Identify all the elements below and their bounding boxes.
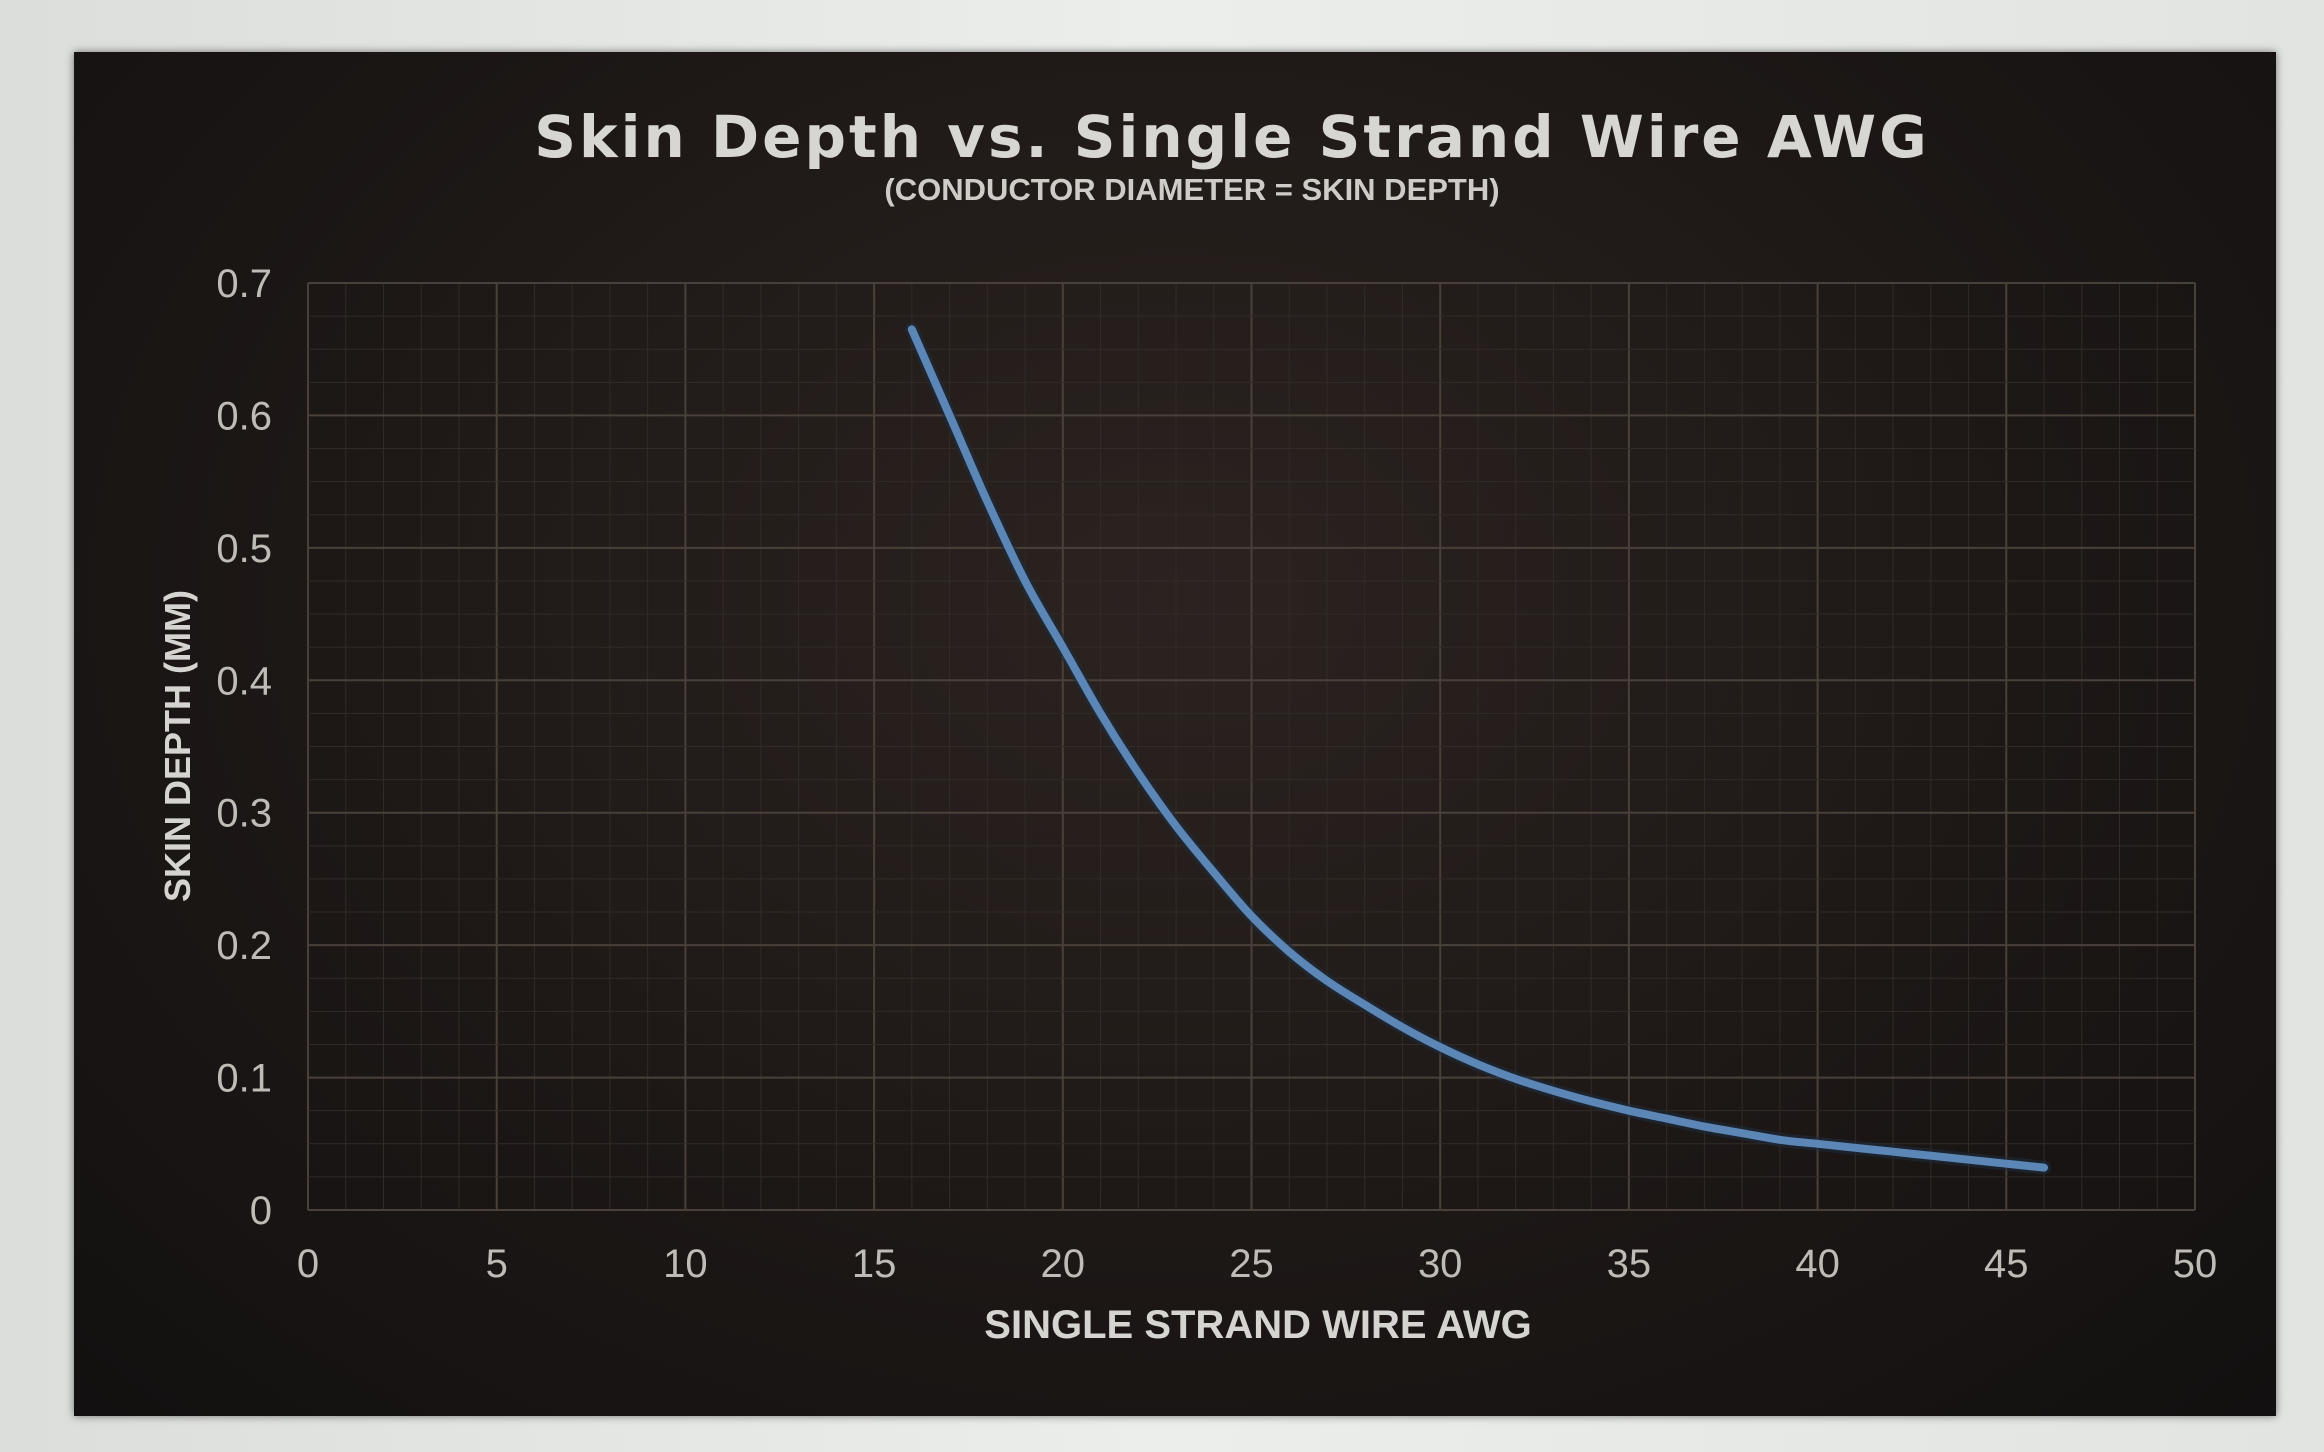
- series-line: [907, 325, 2048, 1172]
- y-tick-label: 0.5: [216, 527, 272, 571]
- y-tick-label: 0.2: [216, 924, 272, 968]
- x-tick-label: 10: [663, 1242, 708, 1286]
- y-tick-label: 0.3: [216, 792, 272, 836]
- x-tick-label: 40: [1795, 1242, 1840, 1286]
- x-tick-label: 15: [852, 1242, 897, 1286]
- x-tick-label: 20: [1041, 1242, 1086, 1286]
- x-tick-label: 35: [1607, 1242, 1652, 1286]
- y-tick-label: 0.6: [216, 394, 272, 438]
- y-tick-label: 0.4: [216, 659, 272, 703]
- x-tick-label: 5: [486, 1242, 508, 1286]
- tick-labels: 0 5 10 15 20 25 30 35 40 45 50 0 0.1 0.2 0.3 0.4 0.5 0.6 0…: [216, 262, 2217, 1286]
- chart-title: Skin Depth vs. Single Strand Wire AWG: [534, 103, 1929, 171]
- y-tick-label: 0.1: [216, 1057, 272, 1101]
- x-axis-label: SINGLE STRAND WIRE AWG: [984, 1303, 1531, 1347]
- x-tick-label: 50: [2173, 1242, 2218, 1286]
- x-tick-label: 30: [1418, 1242, 1463, 1286]
- chart-panel: [74, 52, 2276, 1416]
- x-tick-label: 45: [1984, 1242, 2029, 1286]
- chart-grid: [307, 282, 2196, 1211]
- y-tick-label: 0: [250, 1189, 272, 1233]
- x-tick-label: 0: [297, 1242, 319, 1286]
- y-axis-label: SKIN DEPTH (MM): [157, 590, 198, 902]
- x-tick-label: 25: [1229, 1242, 1274, 1286]
- chart-subtitle: (CONDUCTOR DIAMETER = SKIN DEPTH): [884, 172, 1499, 207]
- series-layer: [904, 322, 2051, 1175]
- y-tick-label: 0.7: [216, 262, 272, 306]
